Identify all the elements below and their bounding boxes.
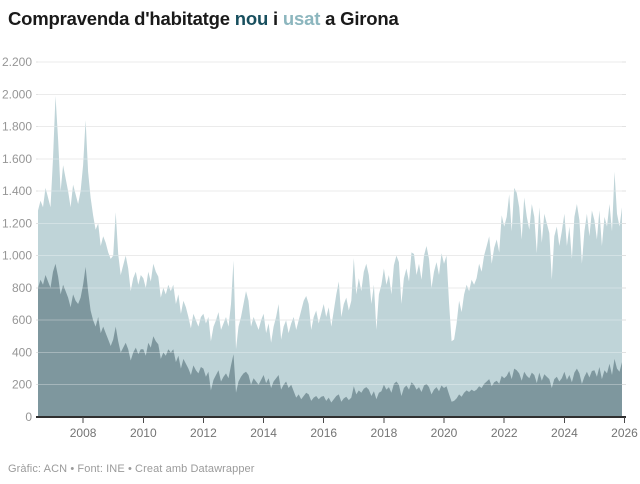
title-segment: nou	[234, 8, 269, 29]
svg-text:2008: 2008	[70, 426, 97, 440]
svg-text:2022: 2022	[491, 426, 518, 440]
svg-text:1.400: 1.400	[2, 184, 32, 198]
svg-text:1.800: 1.800	[2, 120, 32, 134]
title-segment: Compravenda d'habitatge	[8, 8, 235, 29]
svg-text:2014: 2014	[250, 426, 277, 440]
chart-area: 2008 2010 2012 2014 2016 2018 2020 2022 2024 2026…	[0, 52, 640, 456]
title-segment: a Girona	[320, 8, 399, 29]
svg-text:2020: 2020	[431, 426, 458, 440]
svg-text:2012: 2012	[190, 426, 217, 440]
svg-text:2026: 2026	[611, 426, 638, 440]
svg-text:1.000: 1.000	[2, 249, 32, 263]
chart-title: Compravenda d'habitatge nou i usat a Gir…	[0, 0, 640, 30]
svg-text:1.200: 1.200	[2, 216, 32, 230]
svg-text:2.000: 2.000	[2, 87, 32, 101]
title-segment: i	[268, 8, 283, 29]
svg-text:400: 400	[12, 346, 32, 360]
area-chart: 2008 2010 2012 2014 2016 2018 2020 2022 2024 2026…	[2, 55, 638, 440]
svg-text:0: 0	[25, 410, 32, 424]
svg-text:200: 200	[12, 378, 32, 392]
svg-text:800: 800	[12, 281, 32, 295]
svg-text:2016: 2016	[310, 426, 337, 440]
title-segment: usat	[282, 8, 321, 29]
svg-text:1.600: 1.600	[2, 152, 32, 166]
svg-text:2010: 2010	[130, 426, 157, 440]
svg-text:2.200: 2.200	[2, 55, 32, 69]
svg-text:600: 600	[12, 313, 32, 327]
chart-credit: Gràfic: ACN • Font: INE • Creat amb Data…	[8, 463, 255, 475]
svg-text:2024: 2024	[551, 426, 578, 440]
svg-text:2018: 2018	[371, 426, 398, 440]
